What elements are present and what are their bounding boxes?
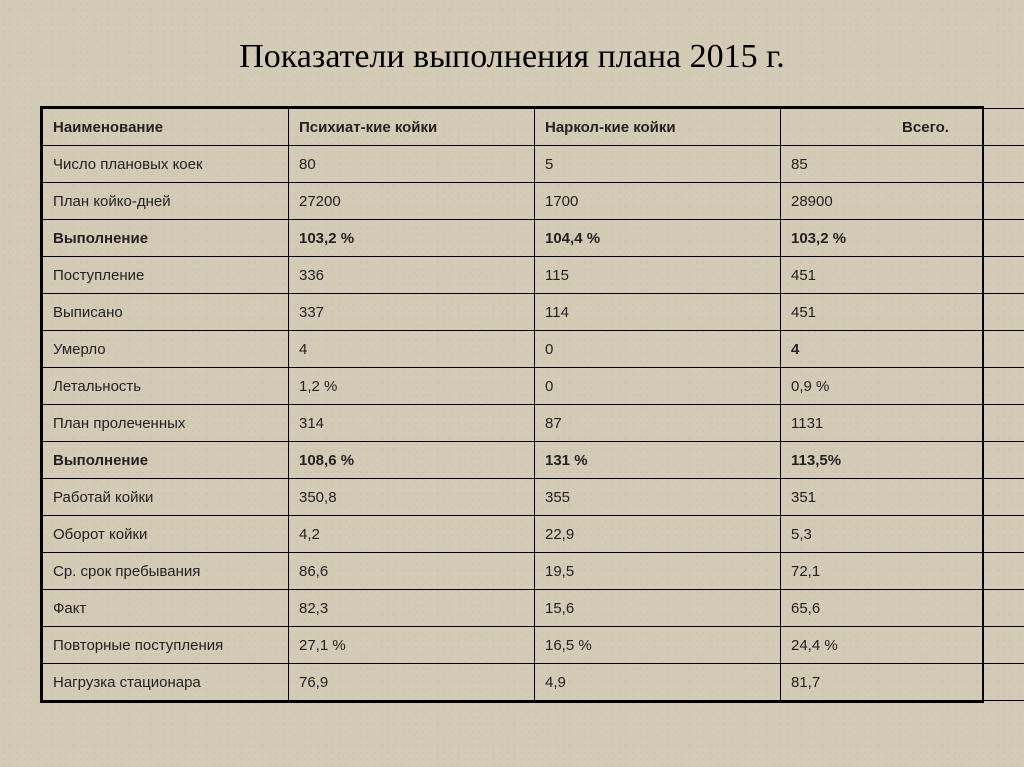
table-row: Число плановых коек80585: [43, 146, 1024, 183]
table-row: Повторные поступления27,1 %16,5 %24,4 %: [43, 627, 1024, 664]
row-value: 80: [289, 146, 535, 183]
row-value: 350,8: [289, 479, 535, 516]
table-row: План койко-дней27200170028900: [43, 183, 1024, 220]
row-value: 451: [781, 294, 1024, 331]
row-value: 4,9: [535, 664, 781, 701]
row-value: 451: [781, 257, 1024, 294]
row-value: 351: [781, 479, 1024, 516]
row-value: 113,5%: [781, 442, 1024, 479]
row-value: 5,3: [781, 516, 1024, 553]
row-value: 72,1: [781, 553, 1024, 590]
col-header-psych: Психиат-кие койки: [289, 109, 535, 146]
row-label: Поступление: [43, 257, 289, 294]
table-wrap: Наименование Психиат-кие койки Наркол-ки…: [40, 106, 984, 703]
row-value: 27200: [289, 183, 535, 220]
table-body: Число плановых коек80585План койко-дней2…: [43, 146, 1024, 701]
row-label: Ср. срок пребывания: [43, 553, 289, 590]
row-value: 0: [535, 331, 781, 368]
row-value: 1131: [781, 405, 1024, 442]
row-label: Повторные поступления: [43, 627, 289, 664]
col-header-narc: Наркол-кие койки: [535, 109, 781, 146]
row-value: 103,2 %: [289, 220, 535, 257]
row-value: 108,6 %: [289, 442, 535, 479]
row-value: 28900: [781, 183, 1024, 220]
table-row: План пролеченных314871131: [43, 405, 1024, 442]
row-value: 314: [289, 405, 535, 442]
row-label: План койко-дней: [43, 183, 289, 220]
table-row: Умерло404: [43, 331, 1024, 368]
row-value: 0: [535, 368, 781, 405]
row-value: 1700: [535, 183, 781, 220]
table-header-row: Наименование Психиат-кие койки Наркол-ки…: [43, 109, 1024, 146]
table-row: Поступление336115451: [43, 257, 1024, 294]
row-value: 336: [289, 257, 535, 294]
col-header-name: Наименование: [43, 109, 289, 146]
slide: Показатели выполнения плана 2015 г. Наим…: [0, 0, 1024, 767]
row-value: 81,7: [781, 664, 1024, 701]
row-label: Нагрузка стационара: [43, 664, 289, 701]
row-value: 4: [289, 331, 535, 368]
row-label: Выполнение: [43, 220, 289, 257]
row-label: Умерло: [43, 331, 289, 368]
row-label: Факт: [43, 590, 289, 627]
row-value: 22,9: [535, 516, 781, 553]
row-value: 114: [535, 294, 781, 331]
row-value: 82,3: [289, 590, 535, 627]
row-value: 5: [535, 146, 781, 183]
row-value: 4,2: [289, 516, 535, 553]
row-label: Летальность: [43, 368, 289, 405]
performance-table: Наименование Психиат-кие койки Наркол-ки…: [42, 108, 1024, 701]
row-value: 87: [535, 405, 781, 442]
row-value: 76,9: [289, 664, 535, 701]
row-label: Число плановых коек: [43, 146, 289, 183]
row-value: 4: [781, 331, 1024, 368]
row-value: 85: [781, 146, 1024, 183]
row-value: 104,4 %: [535, 220, 781, 257]
row-value: 0,9 %: [781, 368, 1024, 405]
row-value: 86,6: [289, 553, 535, 590]
row-value: 24,4 %: [781, 627, 1024, 664]
row-value: 337: [289, 294, 535, 331]
row-value: 65,6: [781, 590, 1024, 627]
table-row: Выполнение108,6 %131 %113,5%: [43, 442, 1024, 479]
row-value: 355: [535, 479, 781, 516]
table-row: Выписано337114451: [43, 294, 1024, 331]
row-label: Выполнение: [43, 442, 289, 479]
row-value: 103,2 %: [781, 220, 1024, 257]
row-value: 19,5: [535, 553, 781, 590]
row-value: 131 %: [535, 442, 781, 479]
row-label: Работай койки: [43, 479, 289, 516]
row-value: 16,5 %: [535, 627, 781, 664]
page-title: Показатели выполнения плана 2015 г.: [40, 38, 984, 76]
row-value: 115: [535, 257, 781, 294]
row-value: 15,6: [535, 590, 781, 627]
table-row: Выполнение103,2 %104,4 %103,2 %: [43, 220, 1024, 257]
col-header-total: Всего.: [781, 109, 1024, 146]
table-row: Факт82,315,665,6: [43, 590, 1024, 627]
row-label: Выписано: [43, 294, 289, 331]
table-row: Нагрузка стационара76,94,981,7: [43, 664, 1024, 701]
row-value: 1,2 %: [289, 368, 535, 405]
row-value: 27,1 %: [289, 627, 535, 664]
table-row: Летальность1,2 %00,9 %: [43, 368, 1024, 405]
table-row: Ср. срок пребывания86,619,572,1: [43, 553, 1024, 590]
table-row: Оборот койки4,222,95,3: [43, 516, 1024, 553]
table-head: Наименование Психиат-кие койки Наркол-ки…: [43, 109, 1024, 146]
row-label: План пролеченных: [43, 405, 289, 442]
row-label: Оборот койки: [43, 516, 289, 553]
table-row: Работай койки350,8355351: [43, 479, 1024, 516]
